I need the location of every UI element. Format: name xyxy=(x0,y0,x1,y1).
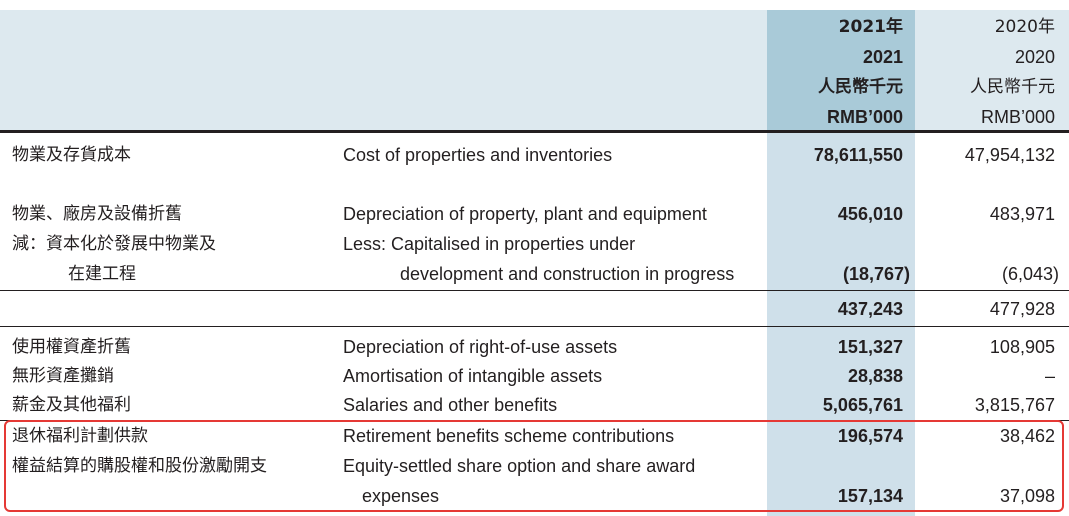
value-2020: 108,905 xyxy=(989,337,1055,357)
row-label-zh: 無形資產攤銷 xyxy=(12,366,114,386)
row-label-zh-cont: 在建工程 xyxy=(68,264,136,284)
header-2020-year: 2020 xyxy=(1014,47,1055,67)
value-2020: 3,815,767 xyxy=(974,395,1055,415)
row-label-en: Retirement benefits scheme contributions xyxy=(343,426,675,446)
row-label-en: Depreciation of property, plant and equi… xyxy=(343,204,707,224)
header-2020-unit: RMB’000 xyxy=(980,107,1055,127)
header-2020-unit-zh: 人民幣千元 xyxy=(970,77,1055,97)
header-2020-year-zh: 2020年 xyxy=(994,17,1055,37)
row-label-zh: 使用權資產折舊 xyxy=(12,337,131,357)
value-2021: 151,327 xyxy=(837,337,903,357)
row-label-en: Amortisation of intangible assets xyxy=(343,366,603,386)
row-label-en: Salaries and other benefits xyxy=(343,395,558,415)
header-2021-unit-zh: 人民幣千元 xyxy=(818,77,903,97)
value-2021: 78,611,550 xyxy=(813,145,903,165)
header-2021-year: 2021 xyxy=(862,47,903,67)
value-2020: 483,971 xyxy=(989,204,1055,224)
subtotal-rule-top xyxy=(0,290,1069,291)
value-2020: – xyxy=(1044,366,1055,386)
value-2020: 37,098 xyxy=(999,486,1055,506)
value-2020: (6,043) xyxy=(1001,264,1059,284)
header-2021-year-zh: 2021年 xyxy=(838,17,903,37)
value-2021: (18,767) xyxy=(842,264,910,284)
row-label-zh: 物業及存貨成本 xyxy=(12,145,131,165)
row-label-en: Cost of properties and inventories xyxy=(343,145,613,165)
header-rule xyxy=(0,130,1069,133)
row-label-en: Equity-settled share option and share aw… xyxy=(343,456,696,476)
highlight-box xyxy=(4,420,1064,512)
current-year-header-shading xyxy=(767,10,915,132)
value-2021: 456,010 xyxy=(837,204,903,224)
subtotal-rule-bottom xyxy=(0,326,1069,327)
row-label-zh: 退休福利計劃供款 xyxy=(12,426,148,446)
row-label-en: Less: Capitalised in properties under xyxy=(343,234,636,254)
row-label-zh: 物業、廠房及設備折舊 xyxy=(12,204,182,224)
row-label-en-cont: expenses xyxy=(362,486,440,506)
value-2020: 38,462 xyxy=(999,426,1055,446)
row-label-zh: 減：資本化於發展中物業及 xyxy=(12,234,216,254)
value-2021: 28,838 xyxy=(847,366,903,386)
value-2021: 5,065,761 xyxy=(822,395,903,415)
value-2020: 47,954,132 xyxy=(964,145,1055,165)
value-2021: 196,574 xyxy=(837,426,903,446)
value-2021: 157,134 xyxy=(837,486,903,506)
value-2021: 437,243 xyxy=(837,299,903,319)
row-label-zh: 薪金及其他福利 xyxy=(12,395,131,415)
row-label-en-cont: development and construction in progress xyxy=(400,264,735,284)
header-2021-unit: RMB’000 xyxy=(826,107,903,127)
value-2020: 477,928 xyxy=(989,299,1055,319)
row-label-zh: 權益結算的購股權和股份激勵開支 xyxy=(12,456,267,476)
row-label-en: Depreciation of right-of-use assets xyxy=(343,337,618,357)
